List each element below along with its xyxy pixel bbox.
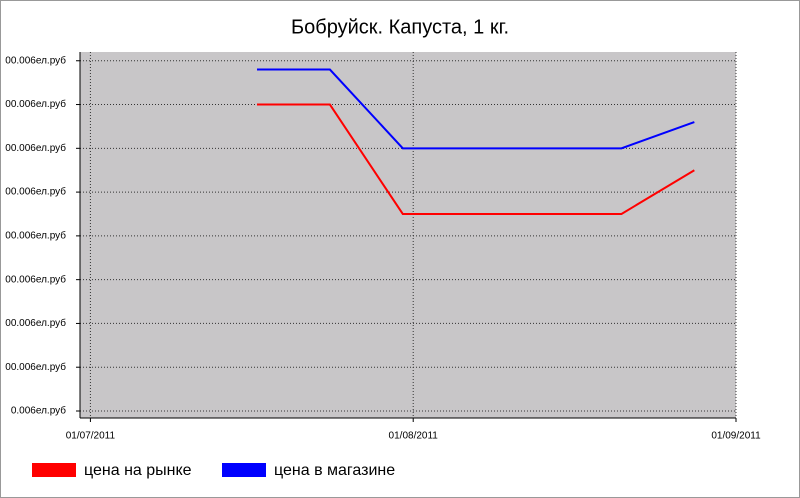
y-tick-label: 00.006ел.руб: [5, 142, 66, 154]
y-tick-label: 00.006ел.руб: [5, 361, 66, 373]
legend-swatch: [32, 463, 76, 477]
x-tick-label: 01/09/2011: [711, 431, 761, 442]
y-tick-label: 0.006ел.руб: [11, 405, 66, 417]
y-tick-label: 00.006ел.руб: [5, 54, 66, 66]
series-line: [257, 68, 695, 150]
y-tick-label: 00.006ел.руб: [5, 98, 66, 110]
y-tick-label: 00.006ел.руб: [5, 230, 66, 242]
x-tick-label: 01/08/2011: [389, 431, 439, 442]
y-tick-label: 00.006ел.руб: [5, 317, 66, 329]
y-tick-label: 00.006ел.руб: [5, 186, 66, 198]
legend-label: цена в магазине: [274, 462, 395, 479]
legend-label: цена на рынке: [84, 462, 192, 479]
legend-swatch: [222, 463, 266, 477]
chart-title: Бобруйск. Капуста, 1 кг.: [291, 16, 509, 38]
x-tick-label: 01/07/2011: [66, 431, 116, 442]
plot-area: [80, 52, 736, 418]
y-tick-label: 00.006ел.руб: [5, 273, 66, 285]
series-line: [257, 103, 695, 215]
